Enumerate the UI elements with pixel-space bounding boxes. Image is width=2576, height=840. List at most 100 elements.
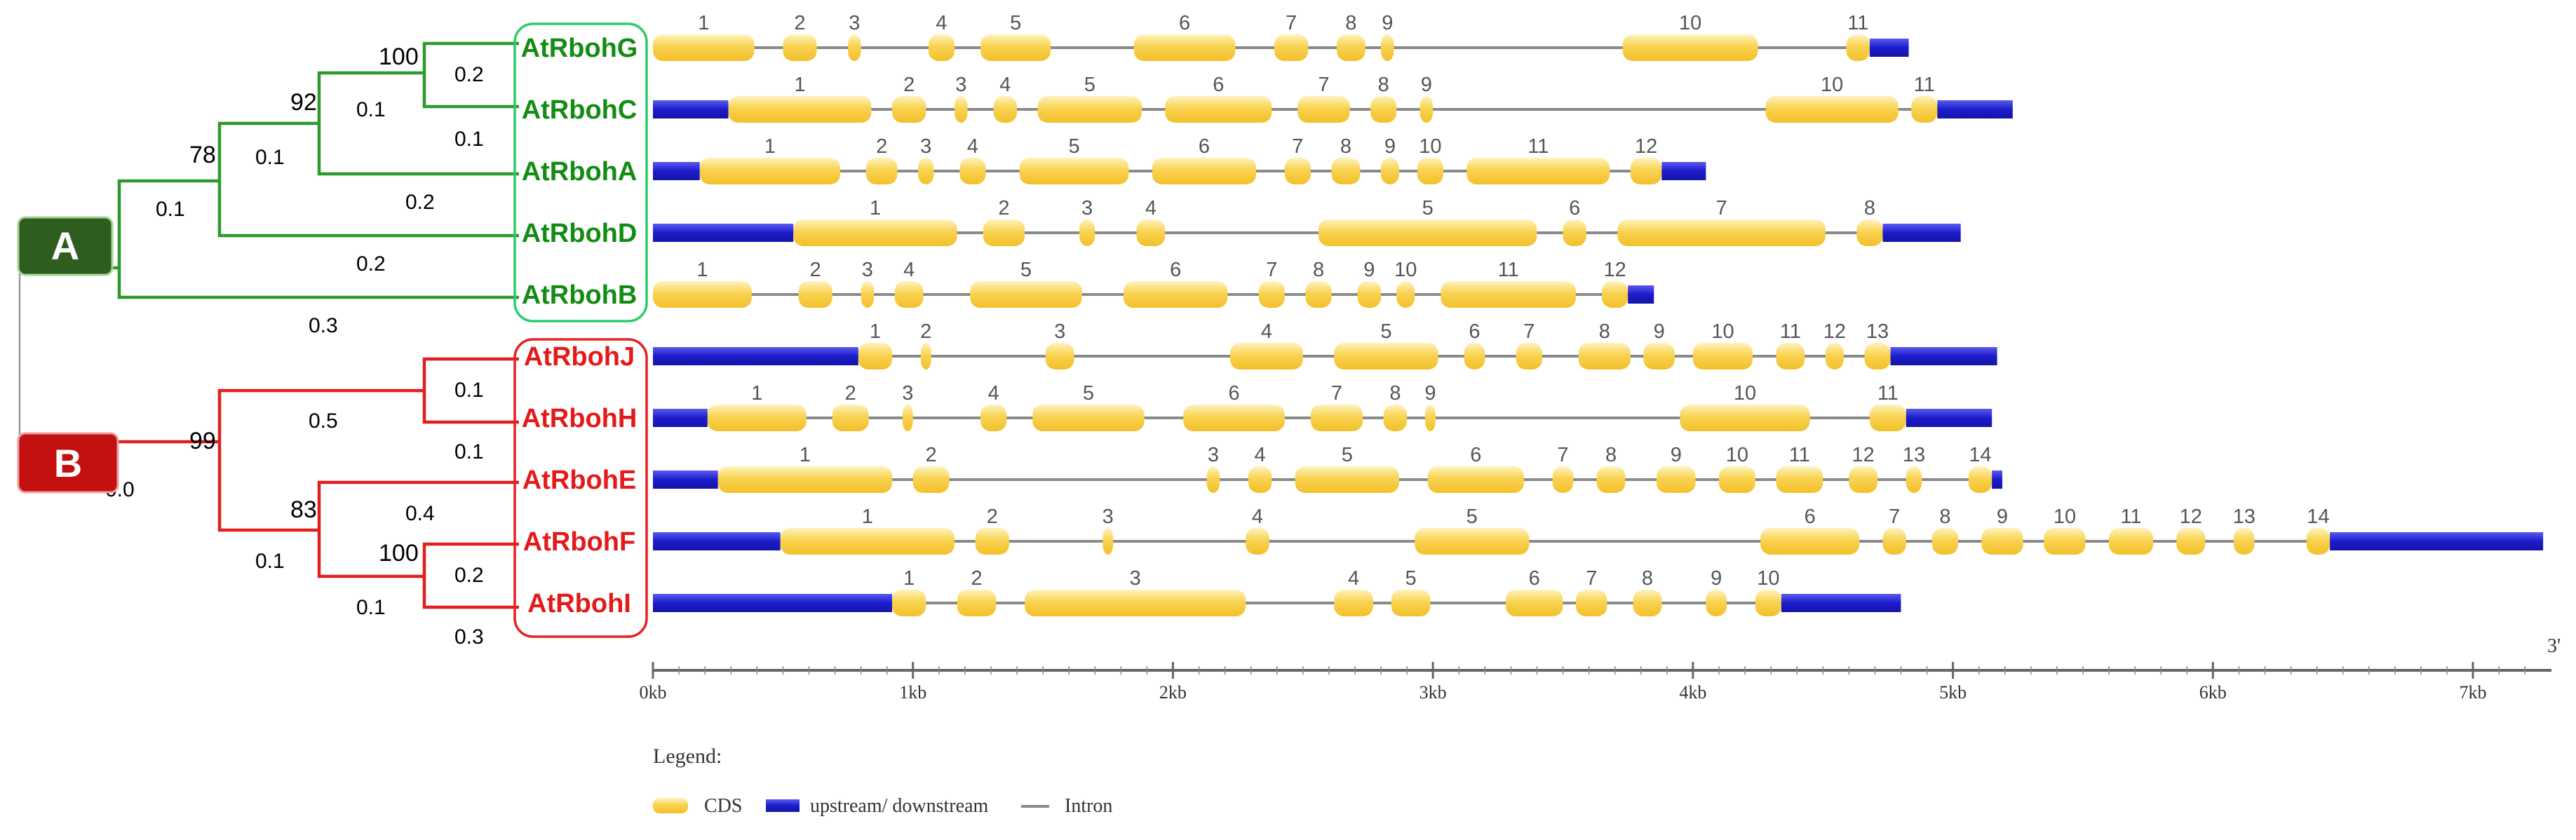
exon-number: 3 [862,259,873,281]
utr-segment [653,100,729,118]
exon-number: 1 [870,197,881,219]
utr-segment [653,594,893,612]
exon-number: 2 [845,382,856,405]
cds-exon [653,281,752,308]
cds-exon [1441,281,1577,308]
exon-number: 12 [1823,320,1846,343]
exon-number: 6 [1213,74,1224,96]
cds-exon [1284,158,1311,184]
cds-exon [1776,343,1805,370]
exon-number: 11 [1789,444,1810,466]
cds-exon [1165,96,1272,123]
exon-number: 11 [1780,320,1801,343]
exon-number: 1 [751,382,762,405]
cds-exon [1381,34,1394,61]
cds-exon [1776,466,1823,493]
cds-exon [957,590,997,616]
exon-number: 3 [849,12,860,34]
legend-title: Legend: [653,745,722,768]
bootstrap-efi: 83 [290,496,317,523]
legend-utr-label: upstream/ downstream [810,795,988,817]
axis-tick-label: 7kb [2460,682,2487,703]
cds-exon [1206,466,1220,493]
cds-exon [2306,528,2331,555]
cds-exon [1248,466,1272,493]
utr-segment [653,224,794,242]
cds-exon [1427,466,1524,493]
exon-number: 5 [1342,444,1353,466]
cds-exon [1045,343,1074,370]
cds-exon [1755,590,1781,616]
cds-exon [848,34,861,61]
exon-number: 7 [1716,197,1727,219]
cds-exon [653,34,755,61]
exon-number: 2 [971,567,982,590]
axis-tick-label: 4kb [1679,682,1706,703]
exon-number: 3 [1081,197,1093,219]
utr-segment [653,409,708,427]
cds-exon [1336,34,1365,61]
cds-exon [1622,34,1758,61]
exon-number: 6 [1470,444,1481,466]
exon-number: 5 [1466,506,1478,528]
exon-number: 4 [1261,320,1272,343]
exon-number: 6 [1569,197,1580,219]
cds-exon [2176,528,2206,555]
cds-exon [1765,96,1899,123]
branch-node-rootB [217,388,424,532]
cds-exon [1415,528,1530,555]
exon-number: 3 [1054,320,1065,343]
utr-segment [1628,285,1654,304]
cds-exon [1563,219,1586,246]
exon-number: 4 [903,259,915,281]
cds-exon [1576,590,1607,616]
cds-exon [1331,158,1361,184]
cds-exon [1692,343,1753,370]
exon-number: 8 [1313,259,1324,281]
gene-track-atrbohh: 1 2 3 4 5 6 7 8 9 10 11 [653,382,1992,431]
gene-label-atrbohh: AtRbohH [522,404,638,433]
utr-segment [1992,470,2003,489]
cds-exon [1297,96,1350,123]
gene-structure-tracks: 1 2 3 4 5 6 7 8 9 10 111 2 3 4 5 6 7 8 9 10 111 2 3 4 5 6 7 8 9 10 11 1… [653,12,2544,616]
cds-exon [1152,158,1257,184]
bootstrap-gcad: 78 [189,142,216,168]
exon-number: 12 [1604,259,1626,281]
cds-exon [902,405,913,431]
cds-exon [865,158,898,184]
exon-number: 3 [902,382,913,405]
exon-number: 2 [794,12,805,34]
exon-number: 8 [1642,567,1653,590]
cds-exon [918,158,934,184]
exon-number: 9 [1363,259,1375,281]
legend-cds-label: CDS [704,795,742,817]
exon-number: 12 [1852,444,1875,466]
exon-number: 5 [1422,197,1434,219]
cds-exon [1334,343,1438,370]
cds-exon [1229,343,1303,370]
cds-exon [993,96,1017,123]
cds-exon [1617,219,1826,246]
exon-number: 4 [1252,506,1263,528]
exon-number: 6 [1529,567,1540,590]
branch-length-b: 0.3 [309,314,338,337]
branch-node-gc [422,41,519,109]
cds-exon [892,96,926,123]
cds-exon [1025,590,1246,616]
exon-number: 3 [1208,444,1219,466]
clade-a-badge: A [17,216,114,276]
cds-exon [1849,466,1878,493]
exon-number: 8 [1605,444,1617,466]
exon-number: 7 [1889,506,1900,528]
cds-exon [1425,405,1436,431]
cds-exon [717,466,893,493]
exon-number: 5 [1405,567,1417,590]
gene-label-atrboha: AtRbohA [522,157,638,187]
exon-number: 4 [999,74,1011,96]
exon-number: 9 [1711,567,1722,590]
axis-tick-label: 1kb [899,682,926,703]
cds-exon [1305,281,1332,308]
cds-exon [912,466,950,493]
cds-exon [1578,343,1631,370]
branch-length-d: 0.2 [356,252,386,276]
